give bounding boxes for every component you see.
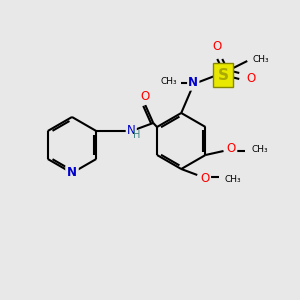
Text: N: N: [67, 167, 77, 179]
Text: O: O: [213, 40, 222, 53]
Text: CH₃: CH₃: [225, 175, 242, 184]
Text: O: O: [227, 142, 236, 155]
Text: O: O: [201, 172, 210, 185]
Text: N: N: [188, 76, 198, 89]
Text: CH₃: CH₃: [161, 76, 178, 85]
Text: O: O: [247, 73, 256, 85]
Text: CH₃: CH₃: [251, 145, 268, 154]
Text: N: N: [127, 124, 136, 136]
Text: H: H: [133, 130, 140, 140]
Text: CH₃: CH₃: [253, 55, 270, 64]
Text: S: S: [218, 68, 229, 82]
Text: O: O: [141, 91, 150, 103]
